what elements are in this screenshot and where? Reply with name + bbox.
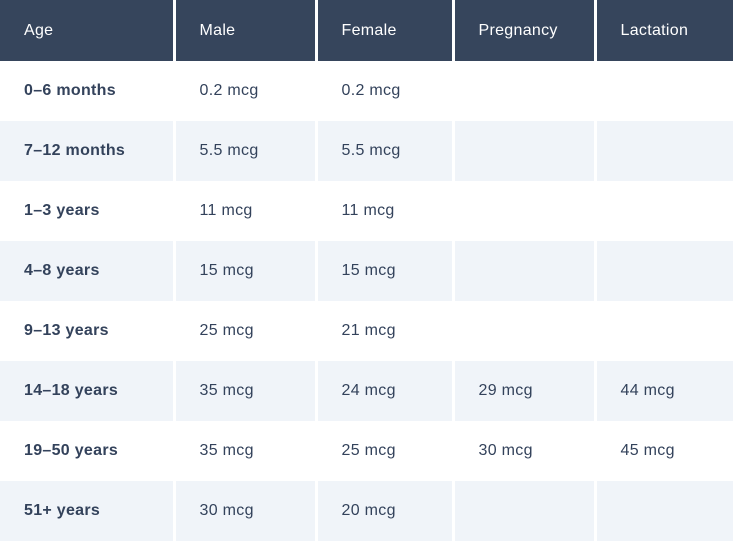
table-row: 9–13 years 25 mcg 21 mcg — [0, 301, 733, 361]
cell-male: 0.2 mcg — [172, 61, 316, 121]
cell-lactation: 44 mcg — [593, 361, 733, 421]
table-row: 1–3 years 11 mcg 11 mcg — [0, 181, 733, 241]
cell-age: 9–13 years — [0, 301, 174, 361]
cell-pregnancy — [451, 181, 595, 241]
column-header-male: Male — [172, 0, 316, 61]
cell-pregnancy — [451, 121, 595, 181]
cell-lactation — [593, 241, 733, 301]
cell-male: 35 mcg — [172, 421, 316, 481]
cell-age: 1–3 years — [0, 181, 174, 241]
cell-age: 4–8 years — [0, 241, 174, 301]
cell-pregnancy — [451, 241, 595, 301]
cell-female: 25 mcg — [314, 421, 453, 481]
cell-pregnancy — [451, 61, 595, 121]
column-header-age: Age — [0, 0, 174, 61]
cell-age: 19–50 years — [0, 421, 174, 481]
cell-female: 24 mcg — [314, 361, 453, 421]
cell-male: 15 mcg — [172, 241, 316, 301]
cell-lactation — [593, 301, 733, 361]
cell-age: 7–12 months — [0, 121, 174, 181]
cell-pregnancy: 30 mcg — [451, 421, 595, 481]
cell-pregnancy: 29 mcg — [451, 361, 595, 421]
cell-male: 30 mcg — [172, 481, 316, 541]
header-row: Age Male Female Pregnancy Lactation — [0, 0, 733, 61]
column-header-female: Female — [314, 0, 453, 61]
cell-male: 11 mcg — [172, 181, 316, 241]
column-header-pregnancy: Pregnancy — [451, 0, 595, 61]
cell-age: 0–6 months — [0, 61, 174, 121]
cell-age: 14–18 years — [0, 361, 174, 421]
table-row: 0–6 months 0.2 mcg 0.2 mcg — [0, 61, 733, 121]
cell-female: 5.5 mcg — [314, 121, 453, 181]
cell-pregnancy — [451, 301, 595, 361]
table-row: 14–18 years 35 mcg 24 mcg 29 mcg 44 mcg — [0, 361, 733, 421]
cell-lactation — [593, 181, 733, 241]
table-row: 51+ years 30 mcg 20 mcg — [0, 481, 733, 541]
cell-male: 5.5 mcg — [172, 121, 316, 181]
column-header-lactation: Lactation — [593, 0, 733, 61]
cell-pregnancy — [451, 481, 595, 541]
cell-female: 20 mcg — [314, 481, 453, 541]
cell-male: 25 mcg — [172, 301, 316, 361]
cell-age: 51+ years — [0, 481, 174, 541]
table-row: 7–12 months 5.5 mcg 5.5 mcg — [0, 121, 733, 181]
cell-lactation: 45 mcg — [593, 421, 733, 481]
cell-male: 35 mcg — [172, 361, 316, 421]
cell-female: 21 mcg — [314, 301, 453, 361]
cell-female: 0.2 mcg — [314, 61, 453, 121]
table-row: 19–50 years 35 mcg 25 mcg 30 mcg 45 mcg — [0, 421, 733, 481]
cell-female: 15 mcg — [314, 241, 453, 301]
cell-female: 11 mcg — [314, 181, 453, 241]
cell-lactation — [593, 61, 733, 121]
cell-lactation — [593, 121, 733, 181]
cell-lactation — [593, 481, 733, 541]
table-row: 4–8 years 15 mcg 15 mcg — [0, 241, 733, 301]
